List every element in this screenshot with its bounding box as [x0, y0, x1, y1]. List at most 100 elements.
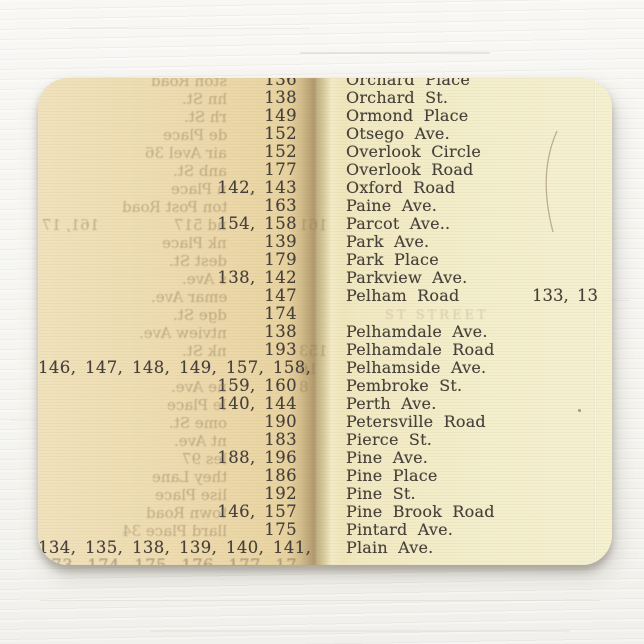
page-number-cell: 146, 147, 148, 149, 157, 158,: [38, 359, 311, 377]
index-row: les 97 188, 196 Pine Ave.: [38, 449, 612, 469]
index-row: they Lane 186 Pine Place: [38, 466, 612, 487]
mousepad: ston Road 136 Orchard Place hn St. 138 O…: [38, 78, 612, 565]
gutter-cell: [297, 233, 337, 251]
page-numbers: 173, 174, 175, 176, 177, 17: [40, 556, 297, 566]
bleedthrough-text: s Ave.: [182, 270, 227, 288]
index-row: ntview Ave. 138 Pelhamdale Ave.: [38, 323, 612, 343]
wood-streak: [40, 600, 600, 601]
bleedthrough-text: hn St.: [181, 90, 227, 108]
gutter-cell: 153: [297, 341, 337, 360]
street-name: Orchard Place: [346, 78, 470, 89]
page-number-cell: de Place 152: [38, 125, 297, 145]
page-number-cell: rh St. 149: [38, 107, 297, 127]
gutter-cell: [297, 485, 337, 503]
book-gutter-shadow: [288, 78, 344, 565]
street-name: Pine Ave.: [346, 448, 429, 467]
street-name-cell: Pelhamdale Ave.: [337, 323, 612, 341]
street-page-numbers: 133, 13: [532, 286, 598, 305]
page-numbers: 138, 142: [217, 268, 297, 287]
page-number-cell: anb St. 177: [38, 160, 297, 181]
gutter-cell: [297, 449, 337, 467]
page-number-cell: emar Ave. 147: [38, 286, 297, 307]
street-name-cell: Pintard Ave.: [337, 521, 612, 539]
street-name-cell: Pelham Road 133, 13: [337, 287, 612, 305]
index-row: dge St. 174 ST STREET: [38, 305, 612, 325]
gutter-cell: [297, 413, 337, 431]
page-number-cell: ton Post Road 163: [38, 197, 297, 217]
ink-speck: [578, 409, 581, 412]
bleedthrough-text: de Place: [162, 126, 227, 144]
bleedthrough-text: n Place: [171, 180, 227, 198]
page-numbers: 146, 147, 148, 149, 157, 158,: [38, 358, 312, 377]
gutter-cell: [297, 197, 337, 215]
street-name: Pelhamdale Road: [346, 340, 495, 359]
page-number-cell: air Avel 36 152: [38, 143, 297, 163]
bleedthrough-text: ton Post Road: [121, 198, 227, 216]
street-name-cell: Pembroke St.: [337, 377, 612, 395]
page-number-cell: lise Place 192: [38, 484, 297, 505]
street-name: Orchard St.: [346, 88, 449, 107]
paper-texture: [38, 78, 612, 565]
bleedthrough-text: 161: [299, 216, 328, 234]
gutter-cell: [297, 431, 337, 449]
bleedthrough-text: dge St.: [173, 306, 227, 324]
street-name-cell: Plain Ave.: [337, 539, 612, 557]
right-page: [316, 78, 612, 565]
page-number-cell: nt Ave. 183: [38, 430, 297, 451]
gutter-cell: [297, 557, 337, 565]
street-name-cell: Perth Ave.: [337, 395, 612, 413]
page-numbers: 192: [264, 484, 297, 503]
street-name-cell: Overlook Road: [337, 161, 612, 179]
page-number-cell: town Road 146, 157: [38, 503, 297, 523]
index-row: dest St. 179 Park Place: [38, 250, 612, 271]
street-name-cell: Pine St.: [337, 485, 612, 503]
street-name-cell: Orchard St.: [337, 89, 612, 107]
index-row: emar Ave. 147 Pelham Road 133, 13: [38, 286, 612, 307]
page-numbers: 186: [264, 466, 297, 485]
scratch-mark: [545, 130, 558, 233]
bleedthrough-text: 8: [299, 378, 309, 396]
bleedthrough-text: they Lane: [151, 468, 227, 486]
street-name-cell: Pine Ave.: [337, 449, 612, 467]
page-number-cell: 173, 174, 175, 176, 177, 17: [38, 556, 297, 566]
street-name: Pierce St.: [346, 430, 432, 449]
page-number-cell: dge St. 174: [38, 305, 297, 325]
page-number-cell: les 97 188, 196: [38, 449, 297, 469]
index-row: ton Post Road 163 Paine Ave.: [38, 197, 612, 217]
gutter-cell: [297, 125, 337, 143]
bleedthrough-text: le Place: [167, 396, 227, 414]
page-numbers: 140, 144: [217, 394, 297, 413]
index-row: s Ave. 138, 142 Parkview Ave.: [38, 268, 612, 289]
bleedthrough-text: rh St.: [184, 108, 227, 126]
street-name-cell: Parcot Ave..: [337, 215, 612, 233]
street-name-cell: Pelhamdale Road: [337, 341, 612, 359]
index-row: lise Place 192 Pine St.: [38, 484, 612, 505]
street-name: Parcot Ave..: [346, 214, 451, 233]
street-name: Perth Ave.: [346, 394, 437, 413]
index-row: town Road 146, 157 Pine Brook Road: [38, 503, 612, 523]
page-numbers: 147: [264, 286, 297, 305]
street-name-cell: Overlook Circle: [337, 143, 612, 161]
index-row: le Place 140, 144 Perth Ave.: [38, 394, 612, 415]
gutter-cell: [297, 323, 337, 341]
street-name: Park Place: [346, 250, 439, 269]
gutter-cell: [297, 539, 337, 557]
street-name: Pelhamdale Ave.: [346, 322, 488, 341]
street-name-cell: Otsego Ave.: [337, 125, 612, 143]
street-name: Overlook Road: [346, 160, 474, 179]
street-name: Parkview Ave.: [346, 268, 468, 287]
index-row: 173, 174, 175, 176, 177, 17: [38, 556, 612, 566]
bleedthrough-text: town Road: [145, 504, 227, 522]
page-number-cell: hn St. 138: [38, 89, 297, 109]
index-row: llard Place 34 175 Pintard Ave.: [38, 521, 612, 541]
gutter-cell: [297, 503, 337, 521]
street-name: Ormond Place: [346, 106, 469, 125]
page-numbers: 177: [264, 160, 297, 179]
bleedthrough-text: ST STREET: [385, 308, 489, 323]
gutter-cell: [297, 78, 337, 89]
index-row: n Place 142, 143 Oxford Road: [38, 179, 612, 199]
page-number-cell: dest St. 179: [38, 251, 297, 271]
street-name: Pelhamside Ave.: [346, 358, 487, 377]
page-numbers: 183: [264, 430, 297, 449]
